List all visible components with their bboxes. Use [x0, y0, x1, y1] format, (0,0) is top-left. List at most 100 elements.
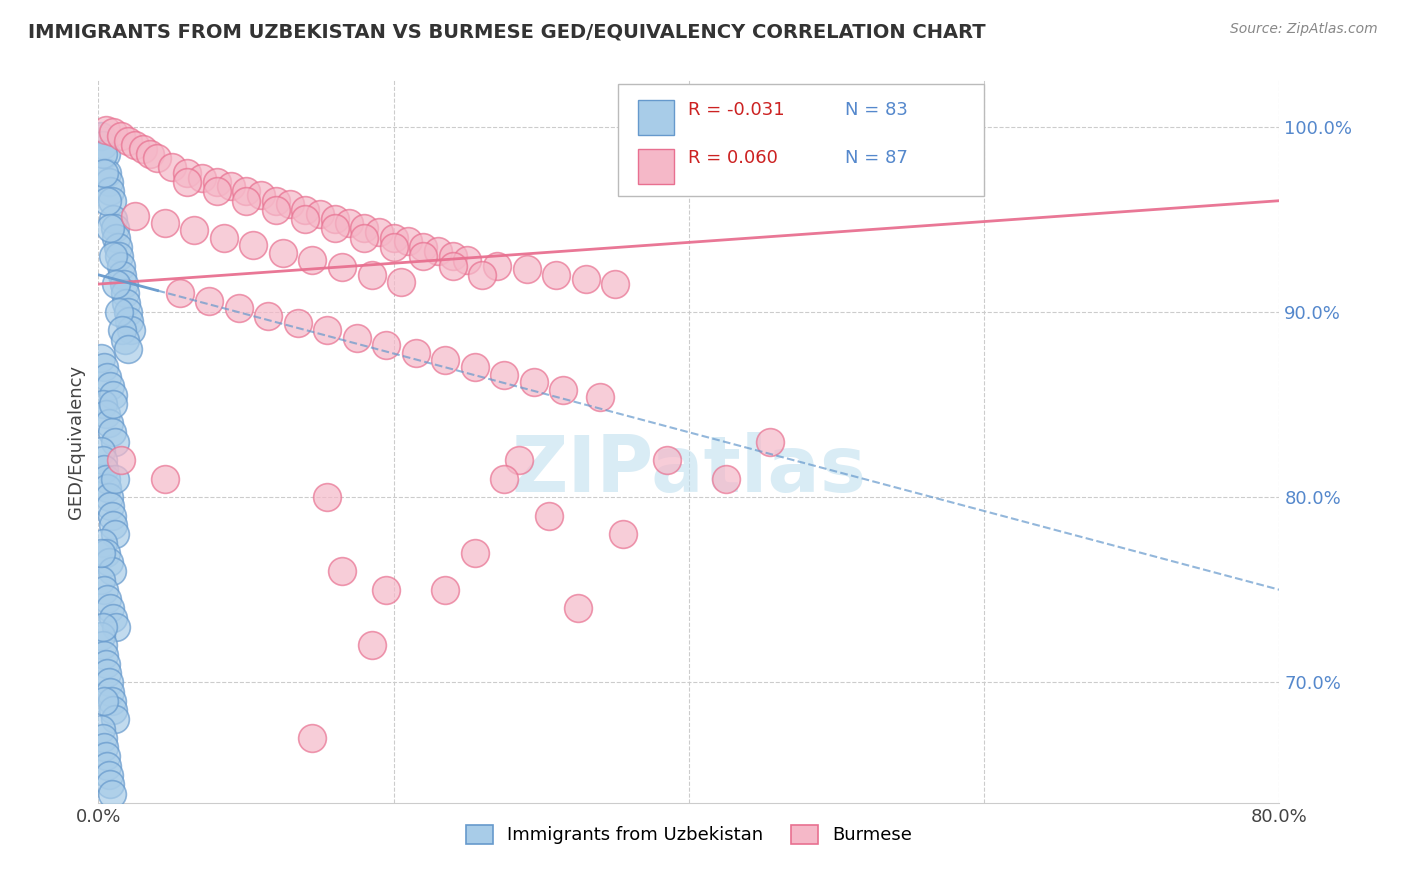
FancyBboxPatch shape: [638, 149, 673, 184]
Point: [382, 240, 405, 254]
Point: [486, 259, 509, 273]
Point: [221, 178, 243, 193]
Point: [360, 638, 382, 652]
Point: [464, 360, 486, 375]
Point: [330, 260, 353, 275]
Point: [250, 188, 273, 202]
FancyBboxPatch shape: [619, 84, 984, 196]
Point: [94, 657, 117, 671]
Point: [301, 731, 323, 745]
Point: [93, 166, 115, 180]
Point: [94, 123, 117, 137]
Point: [100, 508, 122, 523]
Point: [271, 245, 294, 260]
Point: [96, 166, 118, 180]
Point: [205, 175, 228, 189]
Point: [90, 722, 112, 736]
Point: [330, 564, 353, 578]
Point: [91, 638, 114, 652]
Point: [183, 223, 205, 237]
Text: N = 87: N = 87: [845, 149, 908, 167]
Point: [94, 407, 117, 421]
Point: [589, 390, 612, 404]
Point: [162, 161, 183, 175]
Point: [93, 360, 115, 375]
Point: [103, 703, 125, 717]
Point: [146, 151, 169, 165]
Point: [97, 490, 120, 504]
Point: [91, 138, 114, 153]
Point: [100, 425, 122, 440]
Point: [494, 472, 516, 486]
Point: [398, 235, 420, 249]
FancyBboxPatch shape: [638, 100, 673, 135]
Point: [98, 601, 121, 615]
Point: [91, 147, 114, 161]
Point: [382, 231, 405, 245]
Point: [100, 194, 122, 208]
Point: [759, 434, 782, 449]
Point: [96, 666, 118, 681]
Text: R = 0.060: R = 0.060: [688, 149, 778, 167]
Point: [523, 376, 546, 390]
Point: [97, 675, 120, 690]
Point: [176, 175, 198, 189]
Point: [94, 546, 117, 560]
Point: [323, 212, 346, 227]
Point: [96, 369, 118, 384]
Point: [264, 202, 287, 217]
Point: [90, 574, 112, 588]
Point: [105, 277, 128, 291]
Point: [100, 564, 122, 578]
Point: [198, 293, 221, 308]
Point: [111, 268, 134, 282]
Point: [105, 231, 128, 245]
Point: [309, 207, 332, 221]
Point: [104, 527, 127, 541]
Point: [405, 345, 427, 359]
Point: [301, 252, 323, 267]
Legend: Immigrants from Uzbekistan, Burmese: Immigrants from Uzbekistan, Burmese: [458, 818, 920, 852]
Point: [96, 592, 118, 607]
Point: [655, 453, 678, 467]
Point: [353, 231, 375, 245]
Point: [176, 166, 198, 180]
Point: [441, 249, 464, 263]
Point: [368, 225, 391, 239]
Point: [280, 197, 302, 211]
Point: [103, 517, 125, 532]
Point: [103, 388, 125, 402]
Point: [257, 309, 280, 323]
Point: [97, 555, 120, 569]
Point: [90, 629, 112, 643]
Text: ZIPatlas: ZIPatlas: [512, 433, 866, 508]
Point: [91, 620, 114, 634]
Point: [93, 740, 115, 755]
Point: [97, 416, 120, 430]
Text: N = 83: N = 83: [845, 101, 908, 119]
Point: [412, 249, 434, 263]
Point: [427, 244, 450, 258]
Point: [228, 301, 250, 315]
Point: [118, 314, 141, 328]
Point: [110, 259, 132, 273]
Point: [112, 277, 135, 291]
Point: [94, 147, 117, 161]
Point: [110, 453, 132, 467]
Point: [264, 194, 287, 208]
Point: [153, 216, 176, 230]
Point: [96, 481, 118, 495]
Point: [457, 252, 479, 267]
Point: [114, 333, 136, 347]
Point: [107, 240, 129, 254]
Point: [714, 472, 737, 486]
Point: [104, 434, 127, 449]
Point: [117, 305, 139, 319]
Point: [441, 259, 464, 273]
Point: [412, 240, 434, 254]
Point: [235, 194, 257, 208]
Point: [191, 171, 214, 186]
Point: [98, 221, 121, 235]
Point: [471, 268, 494, 282]
Point: [114, 286, 136, 301]
